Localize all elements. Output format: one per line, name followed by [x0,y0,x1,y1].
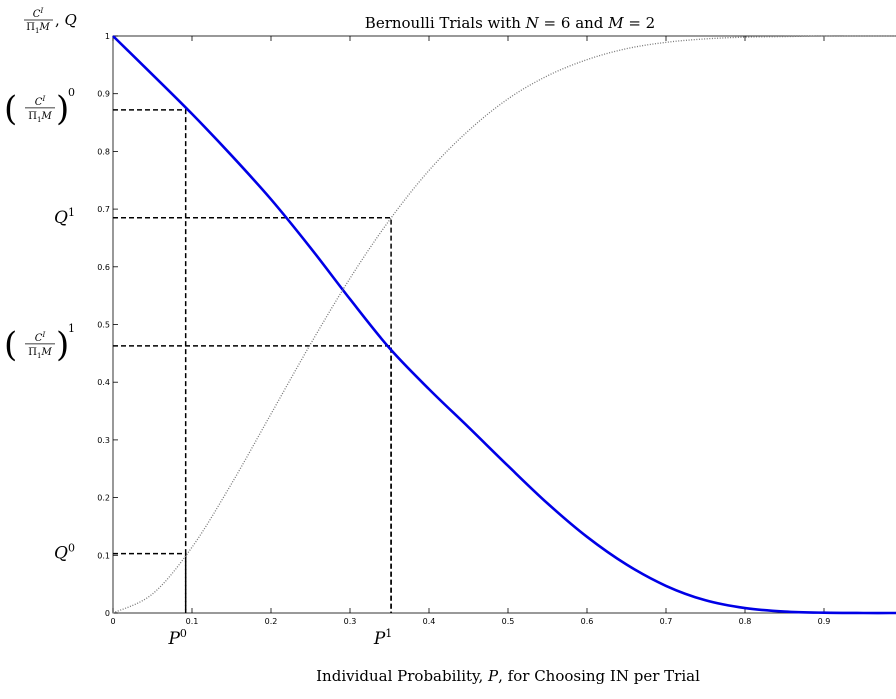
y-axis-label: CI Π1M , Q [24,7,77,35]
y-tick-label: 0.5 [97,321,110,330]
y-tick-label: 0.6 [97,263,110,272]
y-tick-label: 0.9 [97,90,110,99]
y-tick-label: 0.2 [97,494,110,503]
reference-line [113,109,187,613]
svg-text:(: ( [4,89,17,129]
reference-line [113,552,187,613]
c1-label: ( CI Π1M)1 [4,322,75,365]
svg-text:(: ( [4,325,17,365]
p1-label: P1 [373,627,392,649]
q0-label: Q0 [54,542,75,564]
x-tick-label: 0.6 [581,617,594,626]
x-tick-label: 0.5 [502,617,515,626]
series-line-solid [112,35,896,615]
svg-text:1: 1 [68,322,75,335]
svg-text:0: 0 [68,86,75,99]
x-tick-label: 0.4 [423,617,436,626]
x-tick-label: 0.9 [818,617,831,626]
svg-text:): ) [56,325,69,365]
x-tick-label: 0.3 [344,617,357,626]
y-tick-label: 0.8 [97,147,110,156]
reference-line [113,217,392,613]
x-tick-label: 0.8 [739,617,752,626]
svg-text:Π1M: Π1M [28,347,52,360]
y-tick-label: 0.4 [97,378,110,387]
svg-text:CI: CI [33,7,44,20]
x-tick-label: 0.2 [265,617,278,626]
svg-text:CI: CI [35,95,46,108]
series-line-dotted [112,35,896,614]
y-tick-label: 0.3 [97,436,110,445]
reference-line [113,345,392,613]
svg-text:, Q: , Q [55,11,77,29]
chart-title: Bernoulli Trials with N = 6 and M = 2 [365,14,655,32]
y-tick-label: 1 [105,32,110,41]
c0-label: ( CI Π1M)0 [4,86,75,129]
svg-text:): ) [56,89,69,129]
y-tick-label: 0 [105,609,110,618]
x-tick-label: 0.7 [660,617,673,626]
plot-frame [112,35,896,614]
svg-text:CI: CI [35,331,46,344]
svg-text:Π1M: Π1M [26,22,50,35]
y-tick-label: 0.1 [97,551,110,560]
q1-label: Q1 [54,206,75,228]
x-tick-label: 0.1 [186,617,199,626]
x-axis-label: Individual Probability, P, for Choosing … [316,667,700,685]
svg-text:Π1M: Π1M [28,111,52,124]
p0-label: P0 [167,627,186,649]
y-tick-label: 0.7 [97,205,110,214]
x-tick-label: 0 [110,617,115,626]
